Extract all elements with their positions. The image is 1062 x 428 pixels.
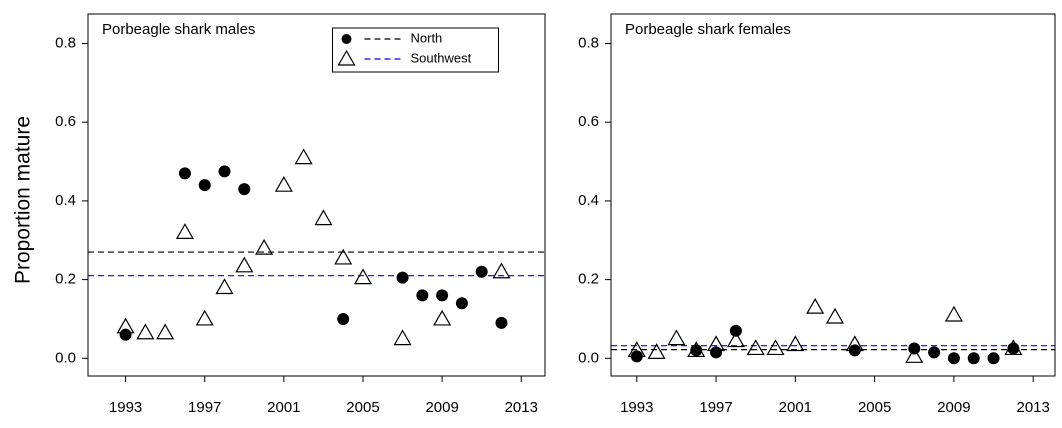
data-point (396, 271, 409, 284)
data-point (707, 335, 726, 352)
legend-marker (337, 49, 356, 66)
data-point (215, 278, 234, 295)
data-point (116, 317, 135, 334)
x-tick-label: 2001 (779, 399, 812, 416)
data-point (687, 341, 706, 358)
x-tick-label: 1997 (699, 399, 732, 416)
y-tick-label: 0.8 (578, 34, 599, 51)
data-point (746, 339, 765, 356)
data-point (436, 289, 449, 302)
y-tick-label: 0.6 (55, 113, 76, 130)
x-tick-label: 2005 (346, 399, 379, 416)
data-point (845, 335, 864, 352)
data-point (393, 329, 412, 346)
data-point (766, 339, 785, 356)
data-point (455, 297, 468, 310)
data-point (928, 346, 941, 359)
data-point (729, 324, 742, 337)
y-tick-label: 0.2 (578, 271, 599, 288)
x-tick-label: 1997 (188, 399, 221, 416)
data-point (294, 148, 313, 165)
data-point (647, 343, 666, 359)
y-tick-label: 0.4 (578, 192, 599, 209)
data-point (492, 262, 511, 279)
x-tick-label: 2001 (267, 399, 300, 416)
data-point (967, 352, 980, 365)
data-point (238, 183, 251, 196)
data-point (475, 265, 488, 278)
data-point (825, 307, 845, 324)
data-point (353, 268, 373, 285)
data-point (119, 328, 132, 341)
data-point (806, 297, 825, 314)
data-point (274, 175, 293, 192)
data-point (627, 341, 646, 358)
x-tick-label: 2005 (858, 399, 891, 416)
legend-label: North (411, 30, 443, 45)
y-tick-label: 0.0 (578, 349, 599, 366)
x-tick-label: 1993 (620, 399, 653, 416)
data-point (433, 309, 452, 326)
data-point (944, 305, 963, 322)
x-tick-label: 2013 (1017, 399, 1050, 416)
panel-title: Porbeagle shark females (625, 21, 791, 38)
x-tick-label: 1993 (109, 399, 142, 416)
data-point (218, 165, 231, 178)
plot-frame (87, 13, 546, 377)
data-point (337, 312, 350, 325)
data-point (1004, 339, 1023, 356)
data-point (667, 329, 686, 346)
data-point (198, 179, 211, 192)
data-point (175, 223, 194, 239)
y-tick-label: 0.2 (55, 271, 76, 288)
y-tick-label: 0.8 (55, 34, 76, 51)
data-point (987, 352, 1000, 365)
data-point (156, 323, 175, 340)
legend-marker (341, 34, 352, 44)
data-point (178, 167, 191, 180)
legend-box (332, 27, 499, 73)
data-point (314, 209, 333, 226)
data-point (947, 352, 960, 365)
y-tick-label: 0.4 (55, 192, 76, 209)
y-axis-label: Proportion mature (12, 116, 35, 284)
data-point (710, 346, 723, 359)
data-point (136, 323, 155, 340)
data-point (786, 335, 805, 352)
panel-title: Porbeagle shark males (102, 21, 255, 38)
data-point (726, 331, 745, 348)
x-tick-label: 2009 (425, 399, 458, 416)
data-point (416, 289, 429, 302)
data-point (235, 256, 254, 273)
data-point (495, 316, 508, 329)
data-point (905, 347, 924, 363)
y-tick-label: 0.0 (55, 349, 76, 366)
y-tick-label: 0.6 (578, 113, 599, 130)
x-tick-label: 2013 (505, 399, 538, 416)
data-point (255, 238, 274, 255)
legend-label: Southwest (411, 50, 472, 65)
plot-frame (610, 13, 1056, 377)
data-point (334, 248, 353, 265)
data-point (195, 309, 214, 326)
x-tick-label: 2009 (937, 399, 970, 416)
